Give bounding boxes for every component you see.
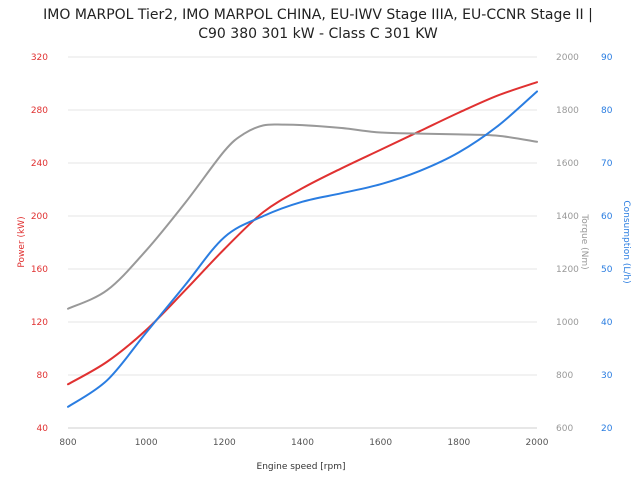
series-lines <box>67 81 538 408</box>
grid-lines <box>68 56 537 429</box>
chart-title-line-2: C90 380 301 kW - Class C 301 KW <box>198 26 438 42</box>
chart-title-line-1: IMO MARPOL Tier2, IMO MARPOL CHINA, EU-I… <box>43 7 593 23</box>
y-tick-label-torque: 1000 <box>556 318 579 328</box>
x-tick-label: 2000 <box>526 438 549 448</box>
x-tick-label: 800 <box>59 438 76 448</box>
y-tick-label-power: 40 <box>37 424 49 434</box>
y-tick-label-consumption: 80 <box>601 106 613 116</box>
y-tick-label-power: 120 <box>31 318 48 328</box>
x-tick-label: 1400 <box>291 438 314 448</box>
y-tick-label-torque: 1800 <box>556 106 579 116</box>
y-tick-label-consumption: 20 <box>601 424 613 434</box>
y-tick-label-torque: 600 <box>556 424 573 434</box>
y-tick-label-torque: 1400 <box>556 212 579 222</box>
y-tick-label-power: 80 <box>37 371 49 381</box>
series-line-torque <box>67 123 538 310</box>
x-tick-label: 1800 <box>447 438 470 448</box>
tick-labels: 800 1000 1200 1400 1600 1800 2000 40 80 120 160 200… <box>31 53 613 448</box>
y-tick-label-torque: 800 <box>556 371 573 381</box>
y-tick-label-consumption: 90 <box>601 53 613 63</box>
y-tick-label-torque: 2000 <box>556 53 579 63</box>
y-tick-label-consumption: 60 <box>601 212 613 222</box>
y-axis-label-power: Power (kW) <box>17 216 27 267</box>
x-tick-label: 1200 <box>213 438 236 448</box>
x-axis-label: Engine speed [rpm] <box>257 462 346 472</box>
y-tick-label-power: 160 <box>31 265 48 275</box>
series-line-power <box>67 81 538 386</box>
y-tick-label-power: 320 <box>31 53 48 63</box>
y-tick-label-consumption: 30 <box>601 371 613 381</box>
x-tick-label: 1000 <box>135 438 158 448</box>
y-tick-label-power: 280 <box>31 106 48 116</box>
y-tick-label-consumption: 40 <box>601 318 613 328</box>
y-tick-label-torque: 1200 <box>556 265 579 275</box>
y-tick-label-consumption: 70 <box>601 159 613 169</box>
x-tick-label: 1600 <box>369 438 392 448</box>
y-tick-label-consumption: 50 <box>601 265 613 275</box>
y-axis-label-torque: Torque (Nm) <box>579 213 589 269</box>
y-tick-label-torque: 1600 <box>556 159 579 169</box>
y-tick-label-power: 200 <box>31 212 48 222</box>
series-line-consumption <box>67 90 538 408</box>
y-tick-label-power: 240 <box>31 159 48 169</box>
y-axis-label-consumption: Consumption (L/h) <box>621 200 631 283</box>
